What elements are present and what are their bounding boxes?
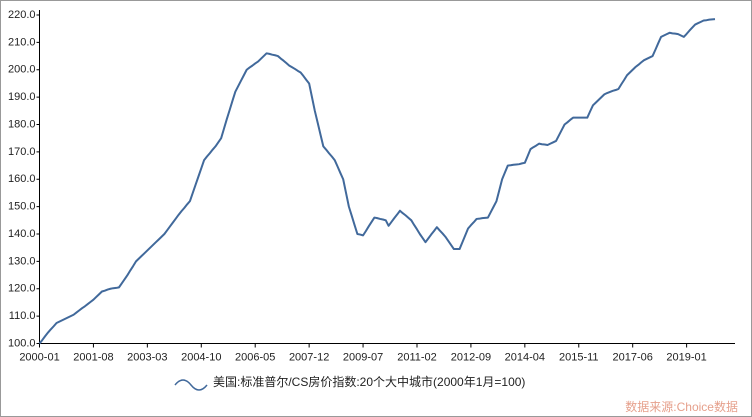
data-line	[38, 18, 716, 345]
x-tick-label: 2019-01	[666, 351, 706, 363]
y-tick-label: 220.0	[8, 9, 36, 21]
x-tick-label: 2003-03	[127, 351, 167, 363]
legend-swatch	[174, 379, 208, 391]
x-tick-label: 2009-07	[343, 351, 383, 363]
y-tick-label: 150.0	[8, 201, 36, 213]
x-tick-label: 2014-04	[505, 351, 545, 363]
y-tick-label: 190.0	[8, 91, 36, 103]
x-tick-label: 2017-06	[613, 351, 653, 363]
x-tick-label: 2000-01	[19, 351, 59, 363]
x-tick-label: 2006-05	[235, 351, 275, 363]
x-tick-label: 2004-10	[181, 351, 221, 363]
y-tick-label: 130.0	[8, 255, 36, 267]
y-tick-label: 100.0	[8, 337, 36, 349]
y-tick-label: 200.0	[8, 64, 36, 76]
x-tick-label: 2001-08	[73, 351, 113, 363]
legend-label: 美国:标准普尔/CS房价指数:20个大中城市(2000年1月=100)	[213, 374, 525, 389]
y-tick-label: 180.0	[8, 118, 36, 130]
x-tick-label: 2015-11	[559, 351, 599, 363]
y-tick-label: 140.0	[8, 228, 36, 240]
x-tick-label: 2007-12	[289, 351, 329, 363]
y-tick-label: 210.0	[8, 36, 36, 48]
x-tick-label: 2012-09	[451, 351, 491, 363]
y-tick-label: 120.0	[8, 283, 36, 295]
source-note: 数据来源:Choice数据	[625, 399, 738, 414]
y-tick-label: 160.0	[8, 173, 36, 185]
y-tick-label: 170.0	[8, 146, 36, 158]
x-tick-label: 2011-02	[397, 351, 437, 363]
y-tick-label: 110.0	[9, 310, 36, 322]
